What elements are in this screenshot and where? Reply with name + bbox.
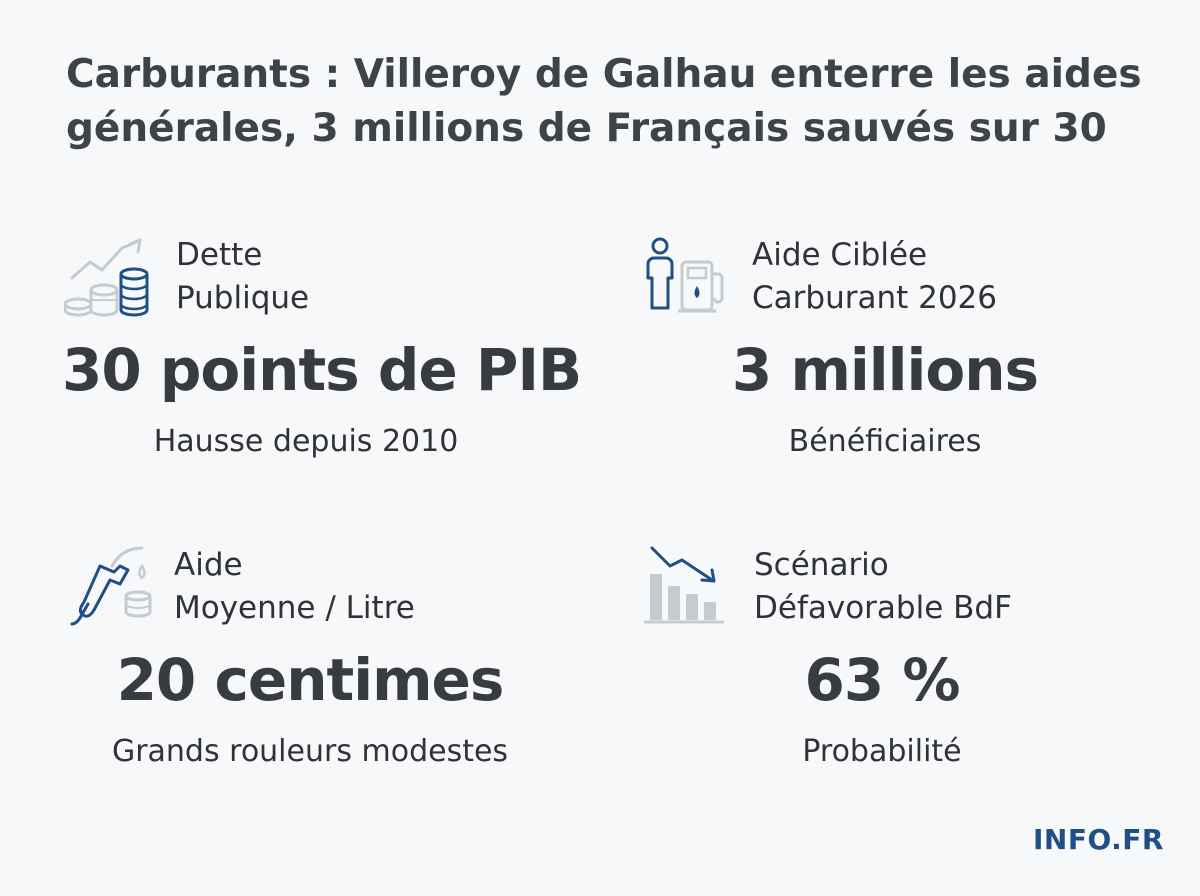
stat-value: 63 % bbox=[804, 646, 960, 714]
person-fuel-pump-icon bbox=[646, 237, 724, 313]
declining-bar-chart-icon bbox=[644, 546, 724, 624]
stat-card-targeted-aid: Aide Ciblée Carburant 2026 3 millions Bé… bbox=[640, 234, 1180, 494]
stat-label-line1: Aide bbox=[174, 547, 243, 583]
stat-label: Aide Ciblée Carburant 2026 bbox=[752, 234, 1152, 320]
stat-card-public-debt: Dette Publique 30 points de PIB Hausse d… bbox=[62, 234, 604, 494]
stat-caption: Probabilité bbox=[802, 734, 962, 769]
stat-label: Aide Moyenne / Litre bbox=[174, 544, 574, 630]
stat-value: 20 centimes bbox=[116, 646, 505, 714]
stat-caption: Hausse depuis 2010 bbox=[153, 424, 459, 459]
stat-caption: Grands rouleurs modestes bbox=[111, 734, 509, 769]
stat-label-line1: Aide Ciblée bbox=[752, 237, 928, 273]
stat-label-line1: Scénario bbox=[754, 547, 889, 583]
stat-label-line2: Carburant 2026 bbox=[752, 280, 998, 316]
stat-label-line2: Moyenne / Litre bbox=[174, 590, 415, 626]
stat-value: 3 millions bbox=[731, 336, 1039, 404]
stat-label: Dette Publique bbox=[176, 234, 576, 320]
stat-card-adverse-scenario: Scénario Défavorable BdF 63 % Probabilit… bbox=[642, 544, 1182, 804]
stat-label-line2: Défavorable BdF bbox=[754, 590, 1012, 626]
fuel-nozzle-icon bbox=[70, 546, 152, 626]
stat-card-aid-per-litre: Aide Moyenne / Litre 20 centimes Grands … bbox=[62, 544, 602, 804]
stat-label-line1: Dette bbox=[176, 237, 263, 273]
stat-label: Scénario Défavorable BdF bbox=[754, 544, 1154, 630]
brand-logo: INFO.FR bbox=[1033, 823, 1164, 856]
stat-label-line2: Publique bbox=[176, 280, 310, 316]
headline: Carburants : Villeroy de Galhau enterre … bbox=[66, 52, 1142, 151]
chart-coins-icon bbox=[64, 238, 149, 317]
stat-value: 30 points de PIB bbox=[62, 336, 582, 404]
stat-caption: Bénéficiaires bbox=[788, 424, 982, 459]
